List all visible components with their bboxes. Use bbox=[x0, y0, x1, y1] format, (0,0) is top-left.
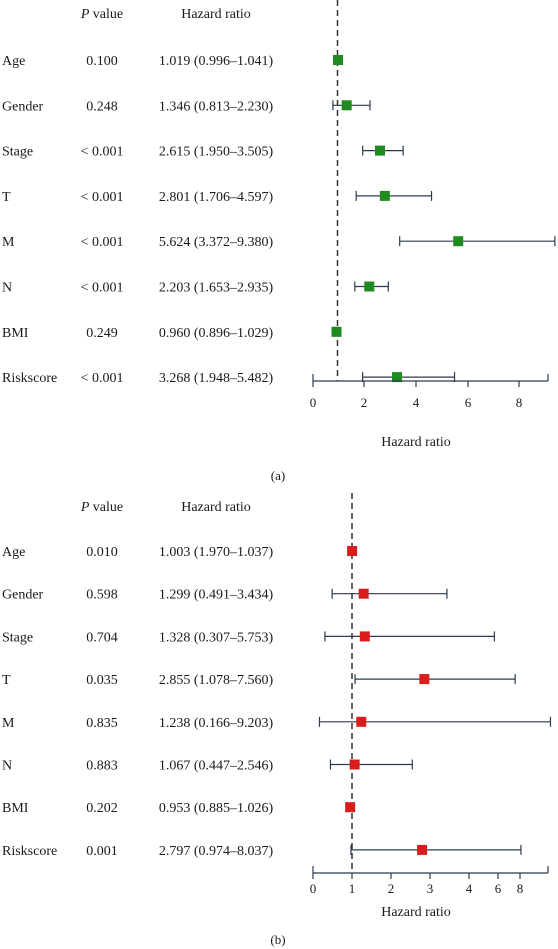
row-label: M bbox=[2, 235, 15, 250]
p-value-header: P value bbox=[80, 7, 123, 22]
x-tick-label: 6 bbox=[495, 881, 502, 896]
row-p-value: 0.704 bbox=[86, 630, 118, 645]
p-value-header: P value bbox=[80, 500, 123, 515]
row-label: Age bbox=[2, 545, 25, 560]
hazard-ratio-marker bbox=[341, 100, 352, 111]
row-p-value: < 0.001 bbox=[81, 371, 124, 386]
row-hazard-ratio-text: 5.624 (3.372–9.380) bbox=[159, 235, 274, 250]
hazard-ratio-marker bbox=[359, 631, 370, 642]
row-hazard-ratio-text: 2.615 (1.950–3.505) bbox=[159, 145, 274, 160]
row-hazard-ratio-text: 2.855 (1.078–7.560) bbox=[159, 673, 274, 688]
x-tick-label: 4 bbox=[466, 881, 473, 896]
row-hazard-ratio-text: 1.067 (0.447–2.546) bbox=[159, 759, 274, 774]
row-label: Riskscore bbox=[2, 844, 57, 859]
row-p-value: < 0.001 bbox=[81, 145, 124, 160]
row-p-value: 0.248 bbox=[86, 99, 118, 114]
hazard-ratio-marker bbox=[356, 716, 367, 727]
hazard-ratio-marker bbox=[417, 844, 428, 855]
hazard-ratio-marker bbox=[358, 588, 369, 599]
row-label: BMI bbox=[2, 801, 29, 816]
row-label: Gender bbox=[2, 588, 44, 603]
row-label: Stage bbox=[2, 145, 33, 160]
row-p-value: 0.598 bbox=[86, 588, 118, 603]
hazard-ratio-marker bbox=[345, 802, 356, 813]
panel-label: (b) bbox=[270, 932, 285, 947]
row-hazard-ratio-text: 0.960 (0.896–1.029) bbox=[159, 326, 274, 341]
x-tick-label: 4 bbox=[413, 395, 420, 410]
x-tick-label: 0 bbox=[310, 881, 317, 896]
x-tick-label: 1 bbox=[349, 881, 356, 896]
hazard-ratio-marker bbox=[419, 674, 430, 685]
row-label: BMI bbox=[2, 326, 29, 341]
hazard-ratio-marker bbox=[391, 372, 402, 383]
row-label: T bbox=[2, 190, 11, 205]
hazard-ratio-marker bbox=[453, 236, 464, 247]
row-p-value: < 0.001 bbox=[81, 281, 124, 296]
row-label: Age bbox=[2, 54, 25, 69]
x-tick-label: 0 bbox=[310, 395, 317, 410]
row-hazard-ratio-text: 1.238 (0.166–9.203) bbox=[159, 716, 274, 731]
hazard-ratio-marker bbox=[374, 145, 385, 156]
row-label: N bbox=[2, 759, 12, 774]
hazard-ratio-marker bbox=[349, 759, 360, 770]
row-p-value: 0.883 bbox=[86, 759, 118, 774]
x-axis-label: Hazard ratio bbox=[381, 435, 451, 450]
row-hazard-ratio-text: 3.268 (1.948–5.482) bbox=[159, 371, 274, 386]
row-label: N bbox=[2, 281, 12, 296]
x-tick-label: 2 bbox=[388, 881, 395, 896]
hazard-ratio-marker bbox=[364, 281, 375, 292]
row-label: M bbox=[2, 716, 15, 731]
p-value-header-italic: P bbox=[80, 500, 93, 515]
row-label: Riskscore bbox=[2, 371, 57, 386]
hazard-ratio-marker bbox=[347, 546, 358, 556]
hazard-ratio-header: Hazard ratio bbox=[181, 7, 251, 22]
row-hazard-ratio-text: 1.003 (1.970–1.037) bbox=[159, 545, 274, 560]
row-p-value: 0.100 bbox=[86, 54, 118, 69]
row-p-value: 0.010 bbox=[86, 545, 118, 560]
row-hazard-ratio-text: 1.019 (0.996–1.041) bbox=[159, 54, 274, 69]
row-hazard-ratio-text: 1.328 (0.307–5.753) bbox=[159, 630, 274, 645]
panel-label: (a) bbox=[271, 468, 285, 483]
hazard-ratio-marker bbox=[333, 55, 344, 65]
row-p-value: 0.202 bbox=[86, 801, 118, 816]
row-p-value: < 0.001 bbox=[81, 235, 124, 250]
x-tick-label: 8 bbox=[516, 395, 523, 410]
row-hazard-ratio-text: 1.299 (0.491–3.434) bbox=[159, 588, 274, 603]
row-hazard-ratio-text: 2.797 (0.974–8.037) bbox=[159, 844, 274, 859]
row-p-value: 0.035 bbox=[86, 673, 118, 688]
hazard-ratio-header: Hazard ratio bbox=[181, 500, 251, 515]
row-label: Stage bbox=[2, 630, 33, 645]
row-p-value: 0.249 bbox=[86, 326, 118, 341]
x-axis-label: Hazard ratio bbox=[381, 905, 451, 920]
hazard-ratio-marker bbox=[331, 326, 342, 337]
row-p-value: < 0.001 bbox=[81, 190, 124, 205]
p-value-header-italic: P bbox=[80, 7, 93, 22]
row-label: Gender bbox=[2, 99, 44, 114]
hazard-ratio-marker bbox=[379, 190, 390, 201]
x-tick-label: 2 bbox=[361, 395, 368, 410]
row-p-value: 0.835 bbox=[86, 716, 118, 731]
row-hazard-ratio-text: 0.953 (0.885–1.026) bbox=[159, 801, 274, 816]
row-p-value: 0.001 bbox=[86, 844, 118, 859]
x-tick-label: 8 bbox=[517, 881, 524, 896]
x-tick-label: 6 bbox=[465, 395, 472, 410]
row-hazard-ratio-text: 2.801 (1.706–4.597) bbox=[159, 190, 274, 205]
row-hazard-ratio-text: 2.203 (1.653–2.935) bbox=[159, 281, 274, 296]
p-value-header-text: value bbox=[93, 500, 123, 515]
row-hazard-ratio-text: 1.346 (0.813–2.230) bbox=[159, 99, 274, 114]
p-value-header-text: value bbox=[93, 7, 123, 22]
x-tick-label: 3 bbox=[427, 881, 434, 896]
row-label: T bbox=[2, 673, 11, 688]
